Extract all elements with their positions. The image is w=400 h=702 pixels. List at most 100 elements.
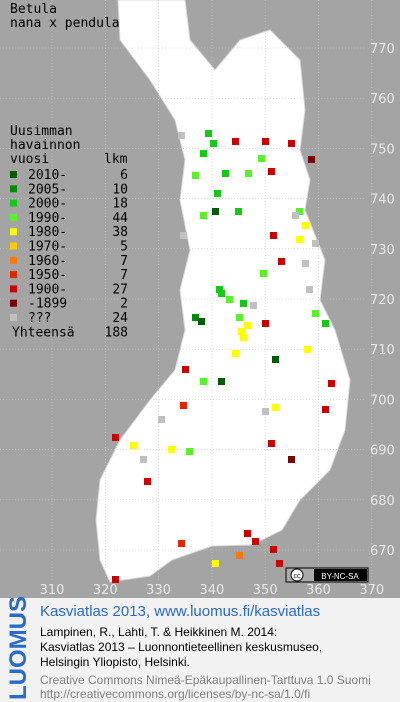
observation: [262, 408, 269, 415]
legend-count: 7: [120, 254, 128, 269]
legend-count: 6: [120, 168, 128, 183]
observation: [182, 366, 189, 373]
observation: [240, 300, 247, 307]
badge-circle: [290, 568, 304, 582]
observation: [140, 456, 147, 463]
observation: [214, 190, 221, 197]
observation: [276, 560, 283, 567]
observation: [218, 378, 225, 385]
legend-count: 27: [112, 282, 128, 297]
observation: [306, 286, 313, 293]
observation: [304, 346, 311, 353]
observation: [178, 540, 185, 547]
legend-label: 2005-: [28, 182, 67, 197]
legend-count: 10: [112, 182, 128, 197]
observation: [112, 434, 119, 441]
y-grid-label: 670: [370, 544, 395, 559]
observation: [200, 150, 207, 157]
legend-swatch: [10, 271, 17, 279]
x-grid-label: 350: [253, 583, 278, 598]
citation-line: Helsingin Yliopisto, Helsinki.: [40, 655, 190, 669]
observation: [200, 378, 207, 385]
observation: [322, 406, 329, 413]
observation: [236, 314, 243, 321]
legend-label: 1960-: [28, 254, 67, 269]
legend-swatch: [10, 199, 17, 207]
y-grid-label: 710: [370, 343, 395, 358]
observation: [296, 236, 303, 243]
x-grid-label: 340: [199, 583, 224, 598]
observation: [210, 140, 217, 147]
observation: [216, 286, 223, 293]
legend-label: 1980-: [28, 225, 67, 240]
observation: [236, 552, 243, 559]
legend-count: 5: [120, 240, 128, 255]
observation: [130, 442, 137, 449]
headline: Kasviatlas 2013, www.luomus.fi/kasviatla…: [40, 603, 320, 620]
badge-license: BY-NC-SA: [321, 572, 359, 581]
observation: [192, 172, 199, 179]
subtitle: nana x pendula: [10, 16, 120, 31]
license-line: http://creativecommons.org/licenses/by-n…: [40, 687, 310, 701]
legend-count: 2: [120, 297, 128, 312]
observation: [270, 546, 277, 553]
observation: [262, 138, 269, 145]
observation: [322, 320, 329, 327]
observation: [278, 258, 285, 265]
observation: [198, 318, 205, 325]
citation-line: Kasviatlas 2013 – Luonnontieteellinen ke…: [40, 640, 322, 654]
observations: [112, 130, 335, 583]
observation: [250, 302, 257, 309]
logo: LUOMUS: [5, 596, 32, 700]
x-grid-label: 370: [359, 583, 384, 598]
title: Betula: [10, 2, 57, 17]
observation: [226, 296, 233, 303]
observation: [158, 416, 165, 423]
legend-swatch: [10, 299, 17, 307]
observation: [272, 356, 279, 363]
y-grid-label: 750: [370, 142, 395, 157]
legend-label: 1990-: [28, 211, 67, 226]
observation: [312, 310, 319, 317]
grid: 310 320 330 340 350 360 3706706806907007107207…: [0, 0, 395, 598]
legend-swatch: [10, 256, 17, 264]
observation: [180, 402, 187, 409]
legend-label: 2010-: [28, 168, 67, 183]
observation: [252, 538, 259, 545]
legend-swatch: [10, 185, 17, 193]
badge-dark: [314, 569, 367, 581]
x-grid-label: 320: [93, 583, 118, 598]
x-grid-label: 330: [146, 583, 171, 598]
y-grid-label: 760: [370, 92, 395, 107]
observation: [218, 290, 225, 297]
observation: [212, 208, 219, 215]
observation: [144, 478, 151, 485]
observation: [268, 168, 275, 175]
cc-badge: cc BY-NC-SA: [285, 567, 369, 583]
license-line: Creative Commons Nimeä-Epäkaupallinen-Ta…: [40, 673, 371, 687]
citation-line: Lampinen, R., Lahti, T. & Heikkinen M. 2…: [40, 625, 277, 639]
badge-cc: cc: [294, 573, 302, 580]
y-grid-label: 730: [370, 243, 395, 258]
legend-heading: vuosi: [10, 152, 49, 167]
observation: [200, 212, 207, 219]
observation: [302, 260, 309, 267]
observation: [302, 222, 309, 229]
legend-heading: havainnon: [10, 138, 80, 153]
observation: [328, 380, 335, 387]
observation: [232, 138, 239, 145]
observation: [192, 314, 199, 321]
observation: [235, 208, 242, 215]
observation: [180, 232, 187, 239]
observation: [288, 456, 295, 463]
legend-heading: Uusimman: [10, 124, 73, 139]
y-grid-label: 740: [370, 193, 395, 208]
observation: [222, 170, 229, 177]
legend-label: 2000-: [28, 197, 67, 212]
legend-count: 38: [112, 225, 128, 240]
legend-count: 24: [112, 311, 128, 326]
observation: [244, 322, 251, 329]
